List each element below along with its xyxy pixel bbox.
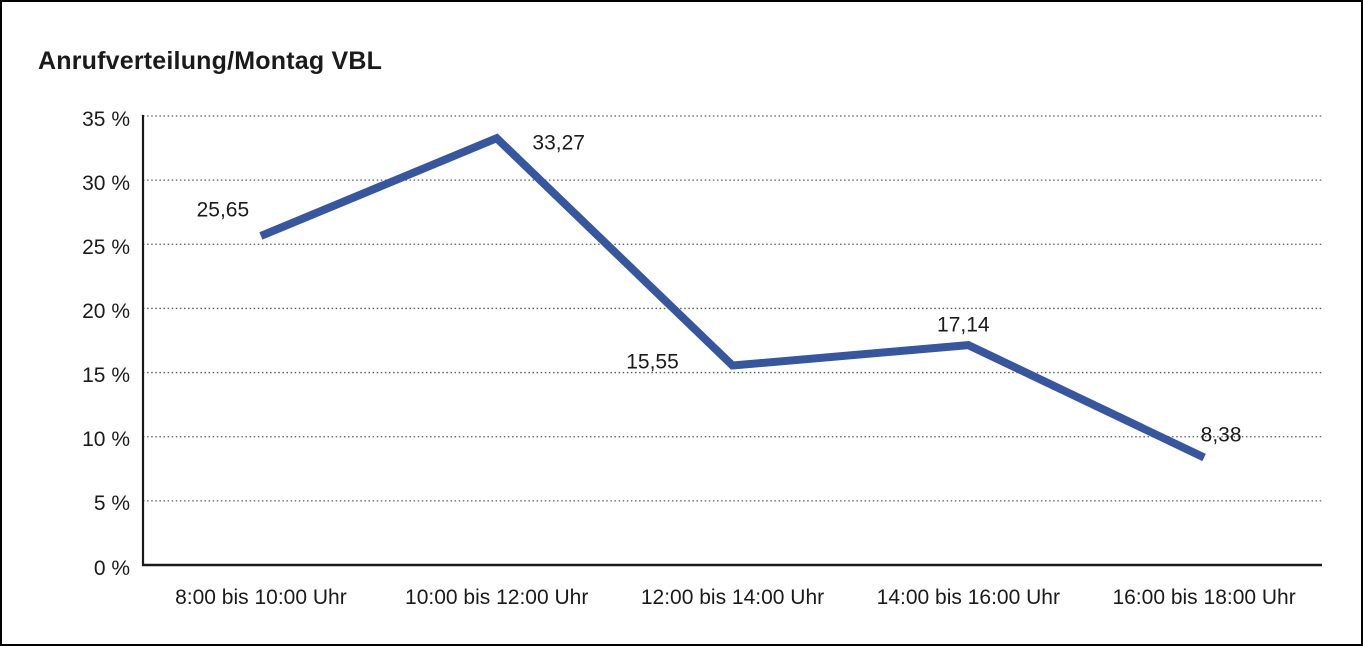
data-point-label: 8,38 [1200,423,1242,447]
y-axis-tick-label: 35 % [82,107,130,131]
y-axis-tick-label: 10 % [82,428,130,452]
y-axis-tick-label: 25 % [82,235,130,259]
data-point-label: 25,65 [196,198,250,222]
data-point-label: 33,27 [532,131,585,155]
y-axis-tick-label: 30 % [82,171,130,195]
x-axis-category-label: 10:00 bis 12:00 Uhr [405,586,589,609]
data-point-label: 15,55 [626,350,679,374]
chart-title: Anrufverteilung/Montag VBL [38,46,383,75]
chart-line [259,133,1206,462]
y-axis-tick-label: 5 % [93,492,130,516]
y-axis-tick-label: 15 % [82,364,130,388]
x-axis-category-label: 12:00 bis 14:00 Uhr [640,586,825,609]
data-point-label: 17,14 [937,313,990,337]
x-axis-category-label: 14:00 bis 16:00 Uhr [876,586,1060,609]
y-axis-tick-label: 20 % [82,299,130,323]
x-axis-category-label: 16:00 bis 18:00 Uhr [1112,586,1296,609]
y-axis-tick-label: 0 % [93,556,130,580]
x-axis-category-label: 8:00 bis 10:00 Uhr [175,586,347,609]
